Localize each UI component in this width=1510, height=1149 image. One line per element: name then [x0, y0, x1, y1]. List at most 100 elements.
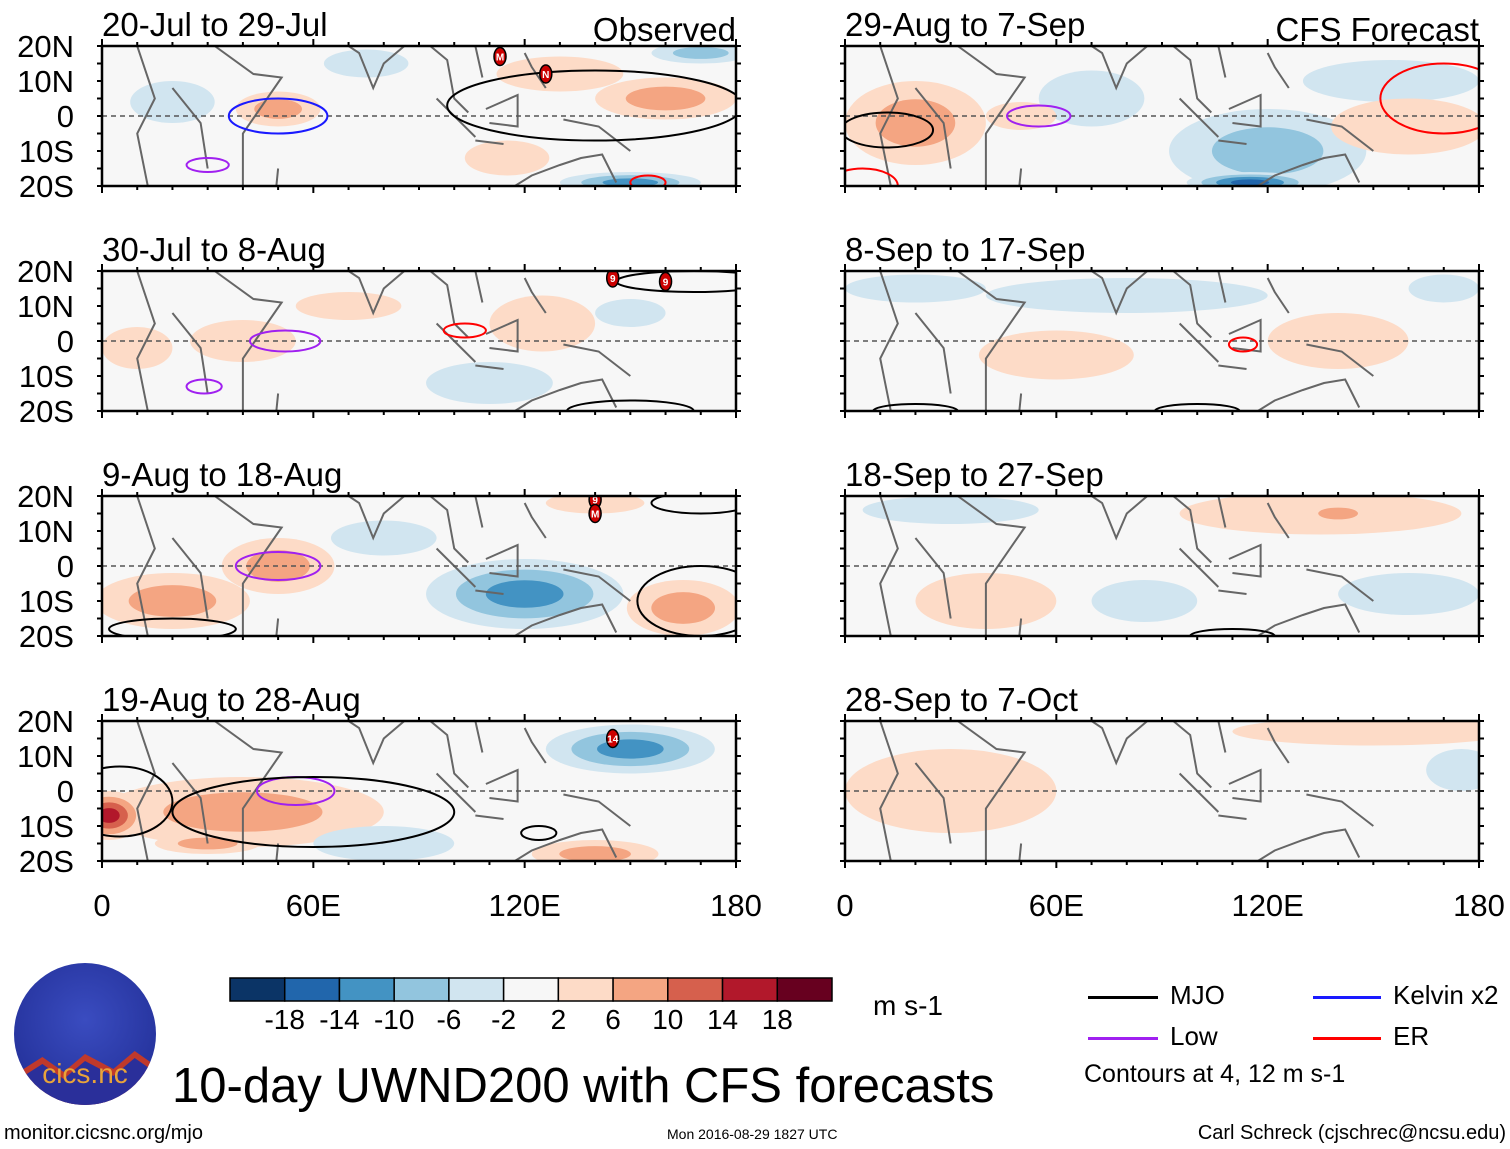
colorbar-label: 18	[761, 1004, 793, 1035]
wind-anomaly-region	[1426, 749, 1479, 791]
y-tick-label: 10N	[17, 289, 74, 324]
mjo-contour	[845, 111, 935, 149]
coastline	[136, 271, 631, 411]
wind-anomaly-region	[985, 278, 1268, 313]
storm-marker	[605, 728, 620, 749]
storm-label: N	[542, 70, 549, 81]
wind-anomaly-region	[102, 327, 173, 369]
y-tick-label: 0	[56, 549, 74, 584]
er-contour	[1227, 336, 1259, 353]
panel-title: 18-Sep to 27-Sep	[845, 456, 1104, 493]
panel-title: 9-Aug to 18-Aug	[102, 456, 343, 493]
footer-url: monitor.cicsnc.org/mjo	[4, 1122, 203, 1144]
panel-title: 30-Jul to 8-Aug	[102, 231, 326, 268]
wind-anomaly-region	[102, 808, 120, 823]
wind-anomaly-region	[1302, 60, 1479, 102]
colorbar-label: -14	[319, 1004, 360, 1035]
y-tick-label: 20N	[17, 704, 74, 739]
wind-anomaly-region	[845, 749, 1057, 833]
x-tick-label: 180	[710, 888, 762, 923]
mjo-contour	[446, 69, 736, 142]
mjo-contour	[102, 765, 174, 838]
panel-tag: CFS Forecast	[1275, 11, 1479, 48]
wind-anomaly-region	[295, 292, 402, 320]
mjo-contour	[650, 496, 736, 515]
colorbar-swatch	[448, 977, 505, 1002]
wind-anomaly-region	[1408, 274, 1479, 303]
colorbar-label: -6	[436, 1004, 462, 1035]
wind-anomaly-region	[978, 330, 1134, 380]
storm-label: 9	[663, 278, 669, 289]
y-tick-label: 20N	[17, 254, 74, 289]
wind-anomaly-region	[672, 47, 729, 59]
panel-title: 28-Sep to 7-Oct	[845, 681, 1078, 718]
storm-label: 9	[592, 496, 598, 507]
colorbar-label: 6	[605, 1004, 621, 1035]
y-tick-label: 20N	[17, 29, 74, 64]
colorbar-label: 10	[652, 1004, 684, 1035]
er-contour	[629, 174, 667, 186]
y-tick-label: 10S	[18, 584, 74, 619]
wind-anomaly-region	[651, 592, 716, 624]
logo-text: cics.nc	[42, 1058, 128, 1089]
coastline	[879, 46, 1374, 186]
logo: cics.nc	[14, 963, 156, 1105]
colorbar-units: m s-1	[873, 990, 943, 1021]
colorbar-swatch	[776, 977, 833, 1002]
colorbar-swatch	[612, 977, 669, 1002]
mjo-contour	[520, 825, 558, 841]
mjo-contour	[1189, 628, 1276, 636]
wind-anomaly-region	[323, 49, 409, 78]
wind-anomaly-region	[330, 520, 437, 556]
y-tick-label: 20S	[18, 394, 74, 429]
x-tick-label: 0	[93, 888, 111, 923]
wind-anomaly-region	[862, 496, 1039, 524]
footer-timestamp: Mon 2016-08-29 1827 UTC	[667, 1126, 838, 1142]
wind-anomaly-region	[489, 295, 596, 352]
legend-kelvin: Kelvin x2	[1313, 980, 1499, 1011]
coastline	[879, 721, 1374, 861]
mjo-contour	[872, 403, 959, 411]
x-tick-label: 60E	[285, 888, 341, 923]
panel-title: 20-Jul to 29-Jul	[102, 6, 328, 43]
y-tick-label: 10N	[17, 514, 74, 549]
colorbar-swatch	[502, 977, 560, 1002]
wind-anomaly-region	[485, 580, 564, 608]
y-tick-label: 10N	[17, 739, 74, 774]
y-tick-label: 10N	[17, 64, 74, 99]
panel-title: 29-Aug to 7-Sep	[845, 6, 1086, 43]
coastline	[136, 496, 631, 636]
map-panel	[840, 714, 1484, 868]
y-tick-label: 20N	[17, 479, 74, 514]
storm-marker	[493, 46, 507, 67]
map-panel: 9M	[97, 489, 741, 643]
wind-anomaly-region	[496, 56, 624, 92]
colorbar-label: -18	[264, 1004, 305, 1035]
map-panel	[840, 39, 1484, 193]
y-tick-label: 0	[56, 774, 74, 809]
footer-author: Carl Schreck (cjschrec@ncsu.edu)	[1197, 1122, 1506, 1144]
colorbar-swatch	[667, 977, 724, 1002]
colorbar-label: 2	[550, 1004, 567, 1035]
coastline	[136, 721, 631, 861]
x-tick-label: 0	[836, 888, 854, 923]
storm-marker	[539, 64, 553, 84]
mjo-contour	[1153, 403, 1241, 411]
y-tick-label: 0	[56, 99, 74, 134]
low-contour	[234, 551, 322, 581]
wind-anomaly-region	[845, 274, 986, 303]
wind-anomaly-region	[190, 320, 296, 362]
x-tick-label: 180	[1453, 888, 1505, 923]
y-tick-label: 20S	[18, 169, 74, 204]
low-contour	[1006, 104, 1072, 128]
kelvin-contour	[227, 97, 329, 135]
low-contour	[185, 157, 230, 173]
low-contour	[248, 329, 322, 353]
wind-anomaly-region	[426, 362, 553, 404]
panel-title: 8-Sep to 17-Sep	[845, 231, 1086, 268]
legend-mjo: MJO	[1088, 980, 1225, 1011]
storm-marker	[605, 271, 620, 288]
